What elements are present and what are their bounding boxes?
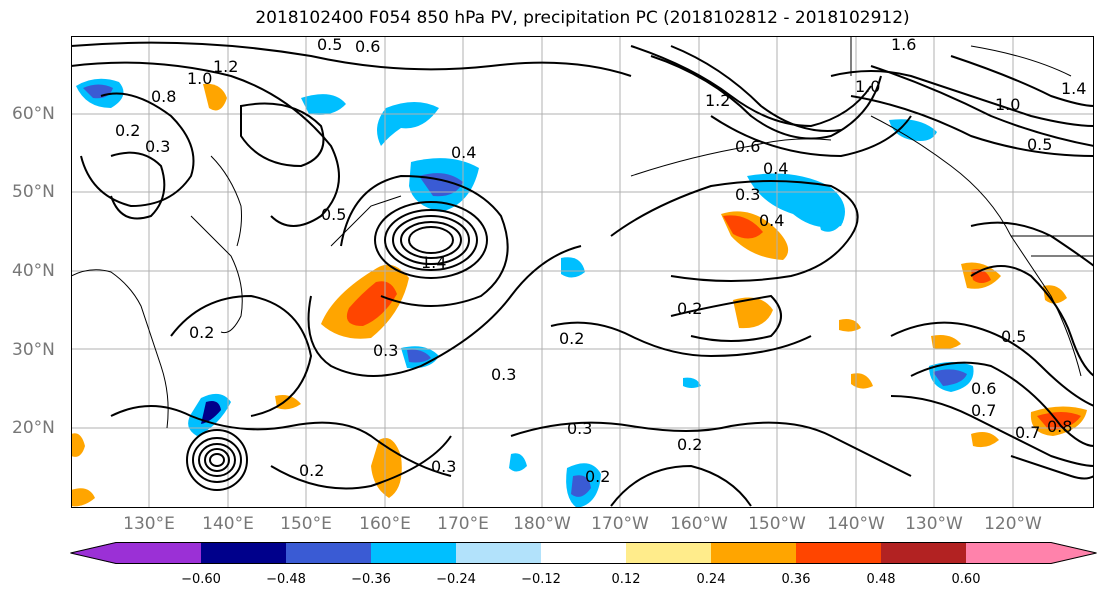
colorbar-seg-9	[881, 542, 966, 564]
contour-label: 0.2	[677, 299, 702, 318]
lat-label-50n: 50°N	[12, 182, 55, 202]
lon-label-170w: 170°W	[591, 514, 649, 534]
contour-label: 0.2	[189, 323, 214, 342]
colorbar-seg-4	[456, 542, 541, 564]
contour-label: 0.5	[317, 36, 342, 54]
contour-label: 0.4	[763, 159, 788, 178]
contour-label: 0.2	[677, 435, 702, 454]
colorbar-tick: −0.60	[181, 572, 221, 587]
contour-label: 0.2	[115, 121, 140, 140]
colorbar	[70, 542, 1097, 564]
lat-label-20n: 20°N	[12, 418, 55, 438]
map-border	[71, 36, 1094, 508]
contour-label: 1.6	[891, 36, 916, 54]
contour-label: 0.3	[735, 185, 760, 204]
colorbar-seg-6	[626, 542, 711, 564]
lon-label-130w: 130°W	[905, 514, 963, 534]
contour-label: 0.5	[1001, 327, 1026, 346]
contour-label: 0.7	[1015, 423, 1040, 442]
contour-label: 0.8	[1047, 417, 1072, 436]
contour-label: 0.3	[145, 137, 170, 156]
contour-label: 0.6	[355, 37, 380, 56]
lon-label-150e: 150°E	[280, 514, 332, 534]
contour-label: 1.2	[213, 57, 238, 76]
contour-label: 0.2	[585, 467, 610, 486]
colorbar-seg-5	[541, 542, 626, 564]
shading-layer	[71, 78, 1087, 508]
lon-label-160w: 160°W	[670, 514, 728, 534]
contour-label: 0.5	[1027, 135, 1052, 154]
colorbar-seg-0	[70, 542, 201, 564]
contour-label: 0.6	[971, 379, 996, 398]
colorbar-tick: −0.48	[266, 572, 306, 587]
colorbar-tick: −0.36	[351, 572, 391, 587]
lat-label-60n: 60°N	[12, 104, 55, 124]
contour-label: 0.3	[373, 341, 398, 360]
colorbar-seg-1	[201, 542, 286, 564]
colorbar-tick: 0.48	[866, 572, 896, 587]
lon-label-150w: 150°W	[748, 514, 806, 534]
contour-label: 0.7	[971, 401, 996, 420]
contour-label: 0.3	[431, 457, 456, 476]
colorbar-tick: 0.24	[696, 572, 726, 587]
contour-label: 0.4	[759, 211, 784, 230]
contour-label: 0.3	[491, 365, 516, 384]
contour-label: 0.2	[559, 329, 584, 348]
contour-label: 1.0	[995, 95, 1020, 114]
lon-label-120w: 120°W	[984, 514, 1042, 534]
contour-label: 0.2	[299, 461, 324, 480]
lon-label-180w: 180°W	[513, 514, 571, 534]
contour-label: 1.0	[855, 77, 880, 96]
lon-label-160e: 160°E	[359, 514, 411, 534]
contour-label: 0.4	[451, 143, 476, 162]
colorbar-seg-2	[286, 542, 371, 564]
contour-label: 1.4	[421, 253, 446, 272]
lon-label-170e: 170°E	[437, 514, 489, 534]
lon-label-130e: 130°E	[123, 514, 175, 534]
contour-label: 1.4	[1061, 79, 1086, 98]
colorbar-seg-10	[966, 542, 1097, 564]
colorbar-tick: −0.12	[521, 572, 561, 587]
colorbar-tick: 0.12	[611, 572, 641, 587]
colorbar-tick: −0.24	[436, 572, 476, 587]
lon-label-140w: 140°W	[827, 514, 885, 534]
contour-label: 1.0	[187, 69, 212, 88]
map-title: 2018102400 F054 850 hPa PV, precipitatio…	[255, 8, 910, 28]
contour-label: 0.5	[321, 205, 346, 224]
colorbar-seg-8	[796, 542, 881, 564]
colorbar-segments	[70, 542, 1097, 564]
contour-label: 0.3	[567, 419, 592, 438]
lat-label-30n: 30°N	[12, 340, 55, 360]
lat-label-40n: 40°N	[12, 261, 55, 281]
colorbar-seg-3	[371, 542, 456, 564]
pv-contours	[71, 41, 1094, 507]
colorbar-tick: 0.36	[781, 572, 811, 587]
map-panel: 0.5 0.6 1.2 1.0 0.8 0.2 0.3 0.4 1.4 0.2 …	[71, 36, 1094, 508]
colorbar-outline	[70, 542, 1097, 564]
colorbar-tick: 0.60	[951, 572, 981, 587]
contour-label: 1.2	[705, 91, 730, 110]
contour-label: 0.6	[735, 137, 760, 156]
colorbar-seg-7	[711, 542, 796, 564]
lon-label-140e: 140°E	[202, 514, 254, 534]
contour-labels: 0.5 0.6 1.2 1.0 0.8 0.2 0.3 0.4 1.4 0.2 …	[115, 36, 1086, 486]
contour-label: 0.8	[151, 87, 176, 106]
